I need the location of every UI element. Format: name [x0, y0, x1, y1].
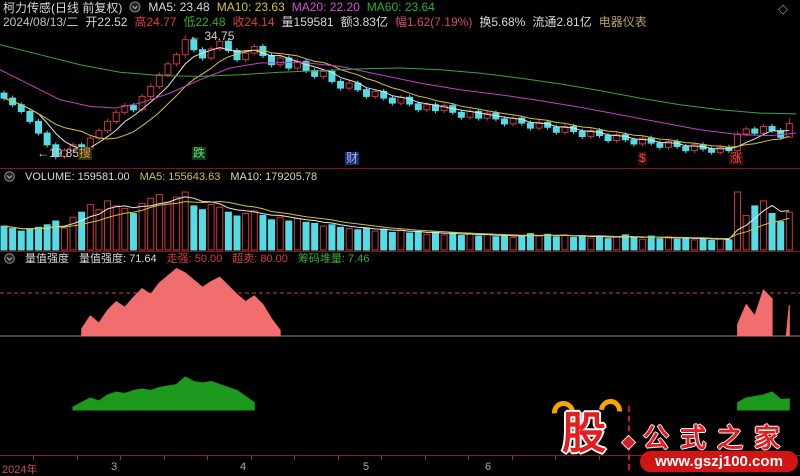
- ma10-label: MA10: 23.63: [216, 0, 285, 14]
- logo-gu-character: 股: [562, 409, 606, 458]
- axis-tick: [251, 456, 252, 460]
- axis-label: 3: [111, 461, 118, 473]
- quote-high: 高24.77: [134, 14, 177, 29]
- volume-ma5: MA5: 155643.63: [139, 170, 221, 183]
- axis-tick: [599, 456, 600, 460]
- axis-label: 5: [363, 461, 370, 473]
- axis-label: 4: [240, 461, 247, 473]
- price-chart[interactable]: [0, 28, 800, 168]
- indicator-name: 量值强度: [25, 253, 69, 265]
- indicator-overbought: 超卖: 80.00: [232, 253, 288, 265]
- axis-tick: [164, 456, 165, 460]
- quote-turnover: 换5.68%: [479, 14, 526, 29]
- quote-close: 收24.14: [232, 14, 275, 29]
- axis-tick: [512, 456, 513, 460]
- watermark-char: 跌: [192, 146, 207, 160]
- quote-range: 幅1.62(7.19%): [394, 14, 473, 29]
- axis-tick: [338, 456, 339, 460]
- axis-tick: [425, 456, 426, 460]
- watermark-char: $: [638, 151, 647, 165]
- quote-amount: 额3.83亿: [340, 14, 388, 29]
- volume-header: VOLUME: 159581.00 MA5: 155643.63 MA10: 1…: [0, 168, 800, 184]
- gszj-logo: 股 公式之家 www.gszj100.com: [547, 394, 800, 476]
- chevron-circle-icon[interactable]: [129, 1, 141, 13]
- logo-url-pill[interactable]: www.gszj100.com: [640, 451, 798, 472]
- watermark-char: 搜: [78, 146, 93, 160]
- axis-label: 2024年: [2, 464, 38, 476]
- watermark-char: 财: [345, 151, 360, 165]
- axis-tick: [77, 456, 78, 460]
- axis-tick: [294, 456, 295, 460]
- axis-tick: [120, 456, 121, 460]
- quote-open: 开22.52: [85, 14, 128, 29]
- axis-tick: [468, 456, 469, 460]
- axis-tick: [33, 456, 34, 460]
- title-bar: 柯力传感(日线 前复权) MA5: 23.48 MA10: 23.63 MA20…: [3, 0, 435, 15]
- quote-industry: 电器仪表: [598, 14, 647, 29]
- quote-bar: 2024/08/13/二 开22.52 高24.77 低22.48 收24.14…: [3, 14, 647, 29]
- logo-diamond-icon: [620, 434, 637, 451]
- indicator-rising: 走强: 50.00: [166, 253, 223, 265]
- quote-date: 2024/08/13/二: [3, 14, 79, 29]
- volume-ma10: MA10: 179205.78: [230, 170, 318, 183]
- logo-site-name: 公式之家: [643, 423, 792, 453]
- indicator-chart[interactable]: [0, 264, 800, 455]
- stock-title: 柯力传感(日线 前复权): [3, 0, 123, 15]
- logo-url[interactable]: www.gszj100.com: [655, 453, 783, 470]
- indicator-chips: 筹码堆量: 7.46: [297, 253, 370, 265]
- axis-tick: [555, 456, 556, 460]
- quote-low: 低22.48: [183, 14, 226, 29]
- ma5-label: MA5: 23.48: [148, 0, 210, 14]
- volume-value: VOLUME: 159581.00: [25, 170, 130, 183]
- watermark-char: 涨: [729, 151, 744, 165]
- diamond-icon[interactable]: ◇: [778, 1, 788, 16]
- volume-chart[interactable]: [0, 184, 800, 251]
- quote-volume: 量159581: [281, 14, 334, 29]
- low-price-label: ←19.85: [37, 146, 80, 160]
- chevron-circle-icon[interactable]: [4, 252, 15, 264]
- axis-tick: [207, 456, 208, 460]
- axis-label: 6: [485, 461, 492, 473]
- axis-tick: [381, 456, 382, 460]
- indicator-value: 量值强度: 71.64: [79, 253, 157, 265]
- chevron-circle-icon[interactable]: [4, 171, 15, 182]
- high-price-label: ← 34.75: [189, 29, 235, 43]
- ma20-label: MA20: 22.20: [291, 0, 360, 14]
- time-axis: 2024年 3 4 5 6: [0, 455, 800, 476]
- quote-float: 流通2.81亿: [532, 14, 592, 29]
- indicator-header: 量值强度 量值强度: 71.64 走强: 50.00 超卖: 80.00 筹码堆…: [0, 251, 800, 265]
- ma60-label: MA60: 23.64: [366, 0, 435, 14]
